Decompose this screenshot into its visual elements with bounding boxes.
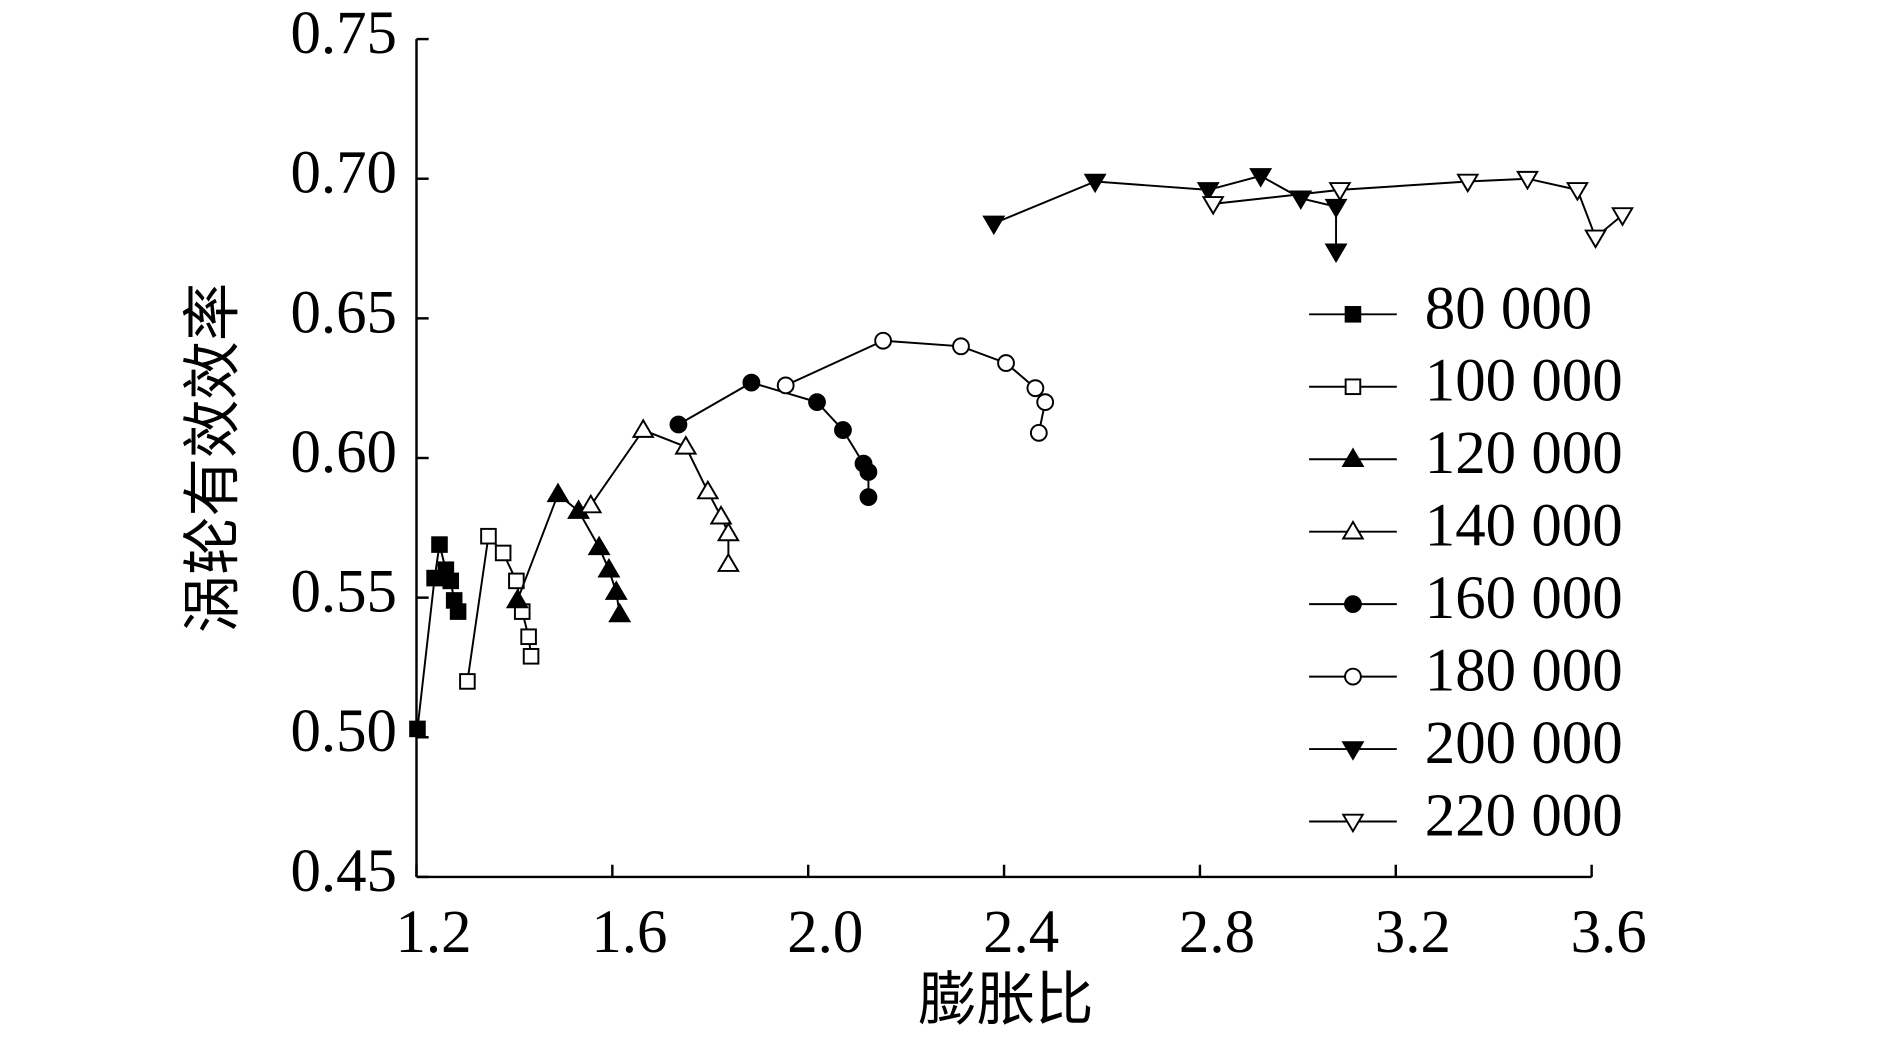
marker [442, 572, 460, 590]
legend-label: 200 000 [1425, 710, 1623, 777]
y-tick-label: 0.50 [290, 698, 397, 765]
x-tick-label: 2.4 [983, 899, 1059, 966]
marker [546, 482, 570, 503]
marker [674, 435, 698, 455]
marker [1196, 182, 1220, 202]
marker [409, 720, 426, 738]
marker [431, 536, 448, 553]
marker [1324, 198, 1348, 219]
marker [449, 603, 467, 620]
marker [1201, 196, 1225, 216]
marker [604, 580, 628, 600]
x-tick-label: 3.6 [1571, 899, 1647, 966]
marker [508, 572, 525, 590]
legend-label: 80 000 [1425, 275, 1592, 342]
y-tick-label: 0.70 [290, 140, 397, 207]
marker [1516, 170, 1539, 191]
y-tick-label: 0.55 [290, 559, 397, 626]
legend-marker [1344, 378, 1362, 396]
marker [696, 479, 720, 500]
marker [776, 376, 795, 395]
marker [494, 544, 512, 562]
series-line [1213, 177, 1624, 239]
x-axis-label: 膨胀比 [918, 967, 1093, 1032]
x-tick-label: 1.2 [395, 899, 471, 966]
marker [716, 521, 740, 542]
marker [608, 602, 632, 623]
marker [631, 418, 655, 438]
legend-label: 100 000 [1425, 348, 1623, 415]
y-tick-label: 0.45 [290, 838, 397, 905]
legend-label: 220 000 [1425, 782, 1623, 849]
marker [459, 673, 476, 690]
marker [1249, 168, 1273, 188]
marker [1083, 173, 1107, 194]
legend-label: 180 000 [1425, 638, 1623, 705]
marker [1328, 182, 1352, 202]
marker [1456, 173, 1480, 194]
marker [520, 628, 537, 646]
legend-marker [1344, 595, 1362, 614]
x-tick-label: 1.6 [591, 899, 667, 966]
legend-label: 120 000 [1425, 420, 1623, 487]
marker [522, 648, 540, 665]
marker [742, 373, 761, 392]
marker [1584, 229, 1608, 250]
marker [1029, 423, 1048, 442]
marker [1036, 393, 1055, 412]
marker [982, 215, 1006, 236]
legend-label: 140 000 [1425, 493, 1623, 560]
marker [859, 463, 878, 481]
marker [1611, 207, 1634, 227]
series-line [993, 174, 1338, 252]
marker [669, 415, 688, 434]
marker [505, 588, 529, 609]
x-tick-label: 2.8 [1179, 899, 1255, 966]
marker [1026, 379, 1045, 398]
marker [480, 527, 497, 545]
marker [587, 535, 611, 556]
marker [579, 493, 603, 514]
marker [597, 558, 621, 578]
legend-marker [1341, 520, 1365, 540]
marker [1565, 182, 1589, 202]
legend-marker [1341, 447, 1365, 468]
marker [1324, 243, 1348, 263]
legend-marker [1344, 306, 1362, 323]
marker [808, 393, 826, 412]
marker [997, 354, 1015, 372]
marker [834, 421, 852, 439]
series-line [677, 381, 870, 498]
legend-label: 160 000 [1425, 565, 1623, 632]
marker [874, 331, 893, 350]
y-axis-label: 涡轮有效效率 [181, 283, 246, 634]
legend-marker [1341, 741, 1365, 761]
y-tick-label: 0.60 [290, 419, 397, 486]
marker [859, 488, 878, 506]
x-tick-label: 2.0 [787, 899, 863, 966]
y-tick-label: 0.65 [290, 279, 397, 346]
marker [709, 504, 733, 525]
y-tick-label: 0.75 [290, 0, 397, 67]
legend-marker [1341, 813, 1365, 834]
marker [952, 337, 970, 356]
legend-marker [1344, 667, 1362, 686]
x-tick-label: 3.2 [1375, 899, 1451, 966]
marker [716, 552, 740, 572]
